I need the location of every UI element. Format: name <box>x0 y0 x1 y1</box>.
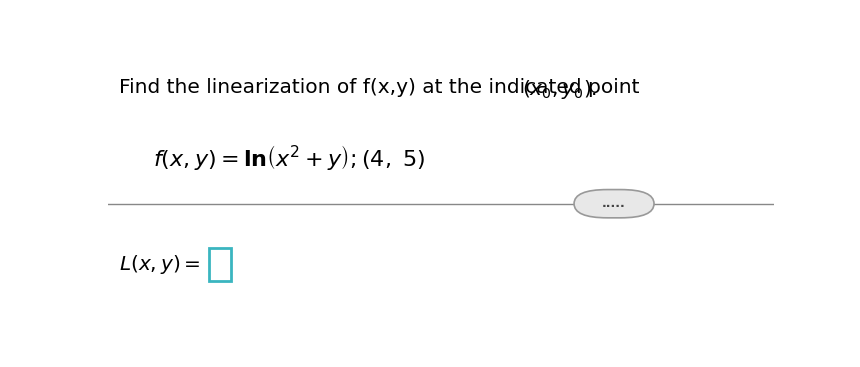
Text: .....: ..... <box>602 197 626 210</box>
Text: $(x_0, y_0)$.: $(x_0, y_0)$. <box>522 78 597 101</box>
FancyBboxPatch shape <box>574 190 654 218</box>
Text: $L(x,y) =$: $L(x,y) =$ <box>120 253 201 276</box>
Text: Find the linearization of f(x,y) at the indicated point: Find the linearization of f(x,y) at the … <box>120 78 647 97</box>
Bar <box>209 248 230 281</box>
Text: $f(x,y) = \mathbf{ln}\left(x^2 + y\right); (4,\ 5)$: $f(x,y) = \mathbf{ln}\left(x^2 + y\right… <box>153 142 426 172</box>
